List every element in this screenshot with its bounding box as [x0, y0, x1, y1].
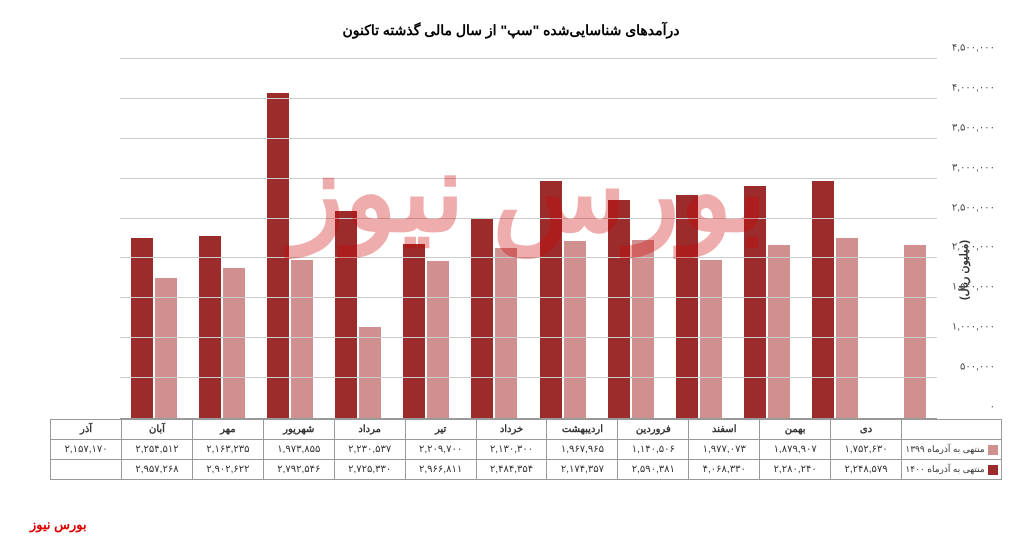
grid-line: [120, 138, 937, 139]
legend-empty: [902, 420, 1002, 440]
bar: [540, 181, 562, 418]
bar: [836, 238, 858, 418]
data-cell: ۲,۲۵۴,۵۱۲: [122, 440, 193, 460]
data-cell: ۲,۹۶۶,۸۱۱: [405, 460, 476, 480]
data-cell: ۲,۷۲۵,۳۳۰: [334, 460, 405, 480]
data-cell: ۲,۹۵۷,۲۶۸: [122, 460, 193, 480]
data-cell: [51, 460, 122, 480]
category-header: اردیبهشت: [547, 420, 618, 440]
bar-group: [256, 93, 324, 418]
data-cell: ۲,۲۸۰,۲۴۰: [760, 460, 831, 480]
category-header: اسفند: [689, 420, 760, 440]
data-table: دیبهمناسفندفروردیناردیبهشتخردادتیرمردادش…: [50, 419, 1002, 480]
data-cell: ۱,۸۷۹,۹۰۷: [760, 440, 831, 460]
bar: [335, 211, 357, 418]
legend-swatch: [988, 465, 998, 475]
category-header: مهر: [192, 420, 263, 440]
data-cell: ۱,۹۶۷,۹۶۵: [547, 440, 618, 460]
bar: [155, 278, 177, 418]
category-header: فروردین: [618, 420, 689, 440]
bar-group: [120, 238, 188, 418]
y-tick-label: ۳,۵۰۰,۰۰۰: [952, 122, 995, 133]
bar: [904, 245, 926, 418]
data-cell: ۱,۹۷۳,۸۵۵: [263, 440, 334, 460]
data-cell: ۲,۲۴۸,۵۷۹: [831, 460, 902, 480]
category-header: دی: [831, 420, 902, 440]
grid-line: [120, 178, 937, 179]
bar-group: [597, 200, 665, 418]
bar: [632, 240, 654, 418]
grid-line: [120, 337, 937, 338]
y-tick-label: ۴,۵۰۰,۰۰۰: [952, 43, 995, 54]
data-cell: ۱,۹۷۷,۰۷۳: [689, 440, 760, 460]
bar: [199, 236, 221, 418]
bar-group: [733, 186, 801, 418]
bar: [744, 186, 766, 418]
y-tick-label: ۳,۰۰۰,۰۰۰: [952, 162, 995, 173]
bar: [403, 244, 425, 418]
category-header: شهریور: [263, 420, 334, 440]
bar-group: [392, 244, 460, 418]
category-header: آبان: [122, 420, 193, 440]
bar-group: [324, 211, 392, 418]
bar: [223, 268, 245, 418]
chart-container: درآمدهای شناسایی‌شده "سپ" از سال مالی گذ…: [0, 0, 1022, 539]
grid-line: [120, 58, 937, 59]
bar: [564, 241, 586, 418]
y-tick-label: ۴,۰۰۰,۰۰۰: [952, 82, 995, 93]
data-cell: ۲,۱۷۴,۳۵۷: [547, 460, 618, 480]
bar-group: [528, 181, 596, 418]
grid-line: [120, 218, 937, 219]
data-cell: ۲,۵۹۰,۳۸۱: [618, 460, 689, 480]
bar-group: [665, 195, 733, 418]
y-tick-label: ۰: [990, 402, 995, 413]
bar: [291, 260, 313, 418]
y-tick-label: ۵۰۰,۰۰۰: [960, 362, 995, 373]
bar: [267, 93, 289, 418]
bar-group: [869, 245, 937, 418]
bar: [495, 248, 517, 418]
chart-title: درآمدهای شناسایی‌شده "سپ" از سال مالی گذ…: [20, 22, 1002, 39]
category-header: مرداد: [334, 420, 405, 440]
category-header: آذر: [51, 420, 122, 440]
bar: [700, 260, 722, 418]
data-cell: ۱,۷۵۲,۶۳۰: [831, 440, 902, 460]
data-cell: ۲,۲۳۰,۵۳۷: [334, 440, 405, 460]
series-legend: منتهی به آذرماه ۱۴۰۰: [902, 460, 1002, 480]
data-cell: ۴,۰۶۸,۳۳۰: [689, 460, 760, 480]
legend-swatch: [988, 445, 998, 455]
data-cell: ۲,۱۵۷,۱۷۰: [51, 440, 122, 460]
bar: [608, 200, 630, 418]
category-header: بهمن: [760, 420, 831, 440]
grid-line: [120, 98, 937, 99]
grid-line: [120, 297, 937, 298]
y-tick-label: ۱,۵۰۰,۰۰۰: [952, 282, 995, 293]
bar: [427, 261, 449, 418]
data-cell: ۲,۹۰۲,۶۲۲: [192, 460, 263, 480]
y-tick-label: ۲,۵۰۰,۰۰۰: [952, 202, 995, 213]
category-header: تیر: [405, 420, 476, 440]
data-cell: ۲,۷۹۲,۵۴۶: [263, 460, 334, 480]
category-header: خرداد: [476, 420, 547, 440]
series-legend: منتهی به آذرماه ۱۳۹۹: [902, 440, 1002, 460]
data-cell: ۲,۱۶۳,۲۳۵: [192, 440, 263, 460]
data-cell: ۲,۴۸۴,۳۵۴: [476, 460, 547, 480]
plot-area: بورس نیوز ۰۵۰۰,۰۰۰۱,۰۰۰,۰۰۰۱,۵۰۰,۰۰۰۲,۰۰…: [120, 59, 937, 419]
data-cell: ۱,۱۴۰,۵۰۶: [618, 440, 689, 460]
footer-credit: بورس نیوز: [30, 517, 87, 533]
bar: [676, 195, 698, 418]
bar: [471, 219, 493, 418]
data-cell: ۲,۲۰۹,۷۰۰: [405, 440, 476, 460]
y-tick-label: ۱,۰۰۰,۰۰۰: [952, 322, 995, 333]
grid-line: [120, 377, 937, 378]
bar: [768, 245, 790, 418]
bar-group: [460, 219, 528, 418]
y-tick-label: ۲,۰۰۰,۰۰۰: [952, 242, 995, 253]
bar: [131, 238, 153, 418]
bar: [359, 327, 381, 418]
grid-line: [120, 257, 937, 258]
data-cell: ۲,۱۳۰,۳۰۰: [476, 440, 547, 460]
bar-group: [188, 236, 256, 418]
